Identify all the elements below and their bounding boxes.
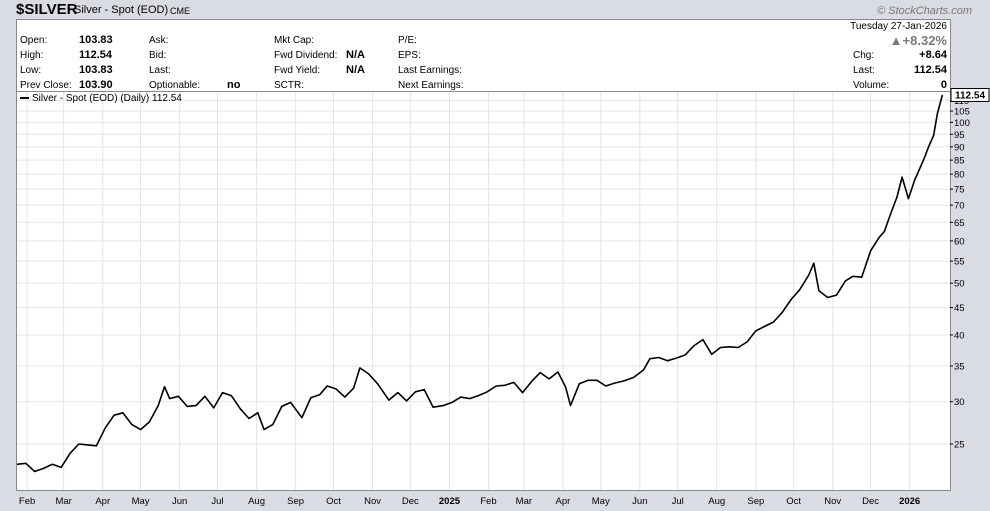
- next-earnings-label: Next Earnings:: [398, 80, 464, 91]
- fwd-yield-value: N/A: [346, 64, 365, 76]
- volume-label: Volume:: [853, 80, 890, 91]
- x-tick-label: Oct: [326, 496, 341, 507]
- x-tick-label: Mar: [55, 496, 71, 507]
- price-line: [16, 94, 944, 473]
- y-tick-label: 25: [954, 439, 965, 450]
- prev-close-label: Prev Close:: [20, 80, 72, 91]
- mkt-cap-label: Mkt Cap:: [274, 35, 315, 46]
- symbol-title: $SILVER: [16, 1, 78, 18]
- y-tick-label: 70: [954, 201, 965, 212]
- y-tick-label: 35: [954, 361, 965, 372]
- fwd-yield-label: Fwd Yield:: [274, 65, 321, 76]
- symbol-description: Silver - Spot (EOD): [74, 4, 169, 16]
- stockcharts-watermark: © StockCharts.com: [877, 5, 972, 17]
- y-tick-label: 55: [954, 257, 965, 268]
- x-tick-label: May: [132, 496, 150, 507]
- y-tick-label: 100: [954, 118, 970, 129]
- x-tick-label: Aug: [708, 496, 725, 507]
- chart-grid: [17, 92, 950, 490]
- y-tick-label: 105: [954, 107, 970, 118]
- y-tick-label: 85: [954, 156, 965, 167]
- x-tick-label: 2026: [899, 496, 920, 507]
- eps-label: EPS:: [398, 50, 421, 61]
- x-tick-label: Jun: [632, 496, 647, 507]
- y-tick-label: 50: [954, 279, 965, 290]
- last-price-badge: 112.54: [950, 88, 990, 102]
- volume-value: 0: [940, 79, 947, 91]
- x-tick-label: Dec: [402, 496, 419, 507]
- x-tick-label: Nov: [364, 496, 381, 507]
- x-tick-label: Feb: [19, 496, 35, 507]
- last-earnings-label: Last Earnings:: [398, 65, 462, 76]
- chg-label: Chg:: [853, 50, 875, 61]
- legend-line-swatch: [20, 97, 29, 100]
- sctr-label: SCTR:: [274, 80, 304, 91]
- pe-label: P/E:: [398, 35, 417, 46]
- x-tick-label: Jul: [211, 496, 223, 507]
- high-label: High:: [20, 50, 44, 61]
- x-tick-label: Sep: [747, 496, 764, 507]
- y-tick-label: 90: [954, 142, 965, 153]
- y-tick-label: 45: [954, 303, 965, 314]
- x-tick-label: Jul: [672, 496, 684, 507]
- optionable-label: Optionable:: [149, 80, 201, 91]
- last-value: 112.54: [913, 64, 947, 76]
- fwd-dividend-label: Fwd Dividend:: [274, 50, 338, 61]
- title-bar: $SILVER Silver - Spot (EOD) CME © StockC…: [0, 0, 990, 20]
- x-tick-label: Mar: [516, 496, 532, 507]
- fwd-dividend-value: N/A: [346, 49, 365, 61]
- x-tick-label: Feb: [480, 496, 496, 507]
- x-tick-label: Jun: [172, 496, 187, 507]
- plot-area[interactable]: [16, 91, 951, 491]
- percent-change-value: ▲+8.32%: [889, 33, 947, 48]
- low-label: Low:: [20, 65, 42, 76]
- y-tick-label: 75: [954, 185, 965, 196]
- x-tick-label: 2025: [439, 496, 461, 507]
- low-value: 103.83: [79, 64, 113, 76]
- legend-label: Silver - Spot (EOD) (Daily) 112.54: [32, 93, 182, 104]
- open-label: Open:: [20, 35, 48, 46]
- y-tick-label: 30: [954, 397, 965, 408]
- last-label: Last:: [853, 65, 875, 76]
- ask-label: Ask:: [149, 35, 169, 46]
- chart-legend: Silver - Spot (EOD) (Daily) 112.54: [20, 93, 182, 104]
- x-tick-label: Aug: [248, 496, 265, 507]
- optionable-value: no: [227, 79, 241, 91]
- y-tick-label: 40: [954, 330, 965, 341]
- exchange-label: CME: [170, 6, 190, 16]
- x-tick-label: Sep: [287, 496, 304, 507]
- y-axis: 253035404550556065707580859095100105110: [950, 96, 970, 450]
- prev-close-value: 103.90: [79, 79, 113, 91]
- quote-date: Tuesday 27-Jan-2026: [850, 21, 947, 32]
- bid-label: Bid:: [149, 50, 167, 61]
- last-price-badge-box: [950, 88, 990, 102]
- x-tick-label: Oct: [786, 496, 801, 507]
- last-label-col2: Last:: [149, 65, 171, 76]
- y-tick-label: 95: [954, 130, 965, 141]
- y-tick-label: 80: [954, 170, 965, 181]
- x-tick-label: Apr: [556, 496, 571, 507]
- x-axis: Feb Mar Apr May Jun Jul Aug Sep Oct Nov Dec 2025 Feb…: [19, 496, 920, 507]
- open-value: 103.83: [79, 34, 113, 46]
- quote-info-panel: Open: 103.83 High: 112.54 Low: 103.83 Pr…: [16, 19, 951, 91]
- x-tick-label: May: [592, 496, 610, 507]
- x-tick-label: Apr: [95, 496, 110, 507]
- last-price-badge-label: 112.54: [955, 91, 985, 102]
- y-tick-label: 60: [954, 236, 965, 247]
- x-tick-label: Dec: [862, 496, 879, 507]
- y-tick-label: 65: [954, 218, 965, 229]
- high-value: 112.54: [79, 49, 113, 61]
- price-series: [16, 94, 944, 473]
- chg-value: +8.64: [919, 49, 947, 61]
- x-tick-label: Nov: [824, 496, 841, 507]
